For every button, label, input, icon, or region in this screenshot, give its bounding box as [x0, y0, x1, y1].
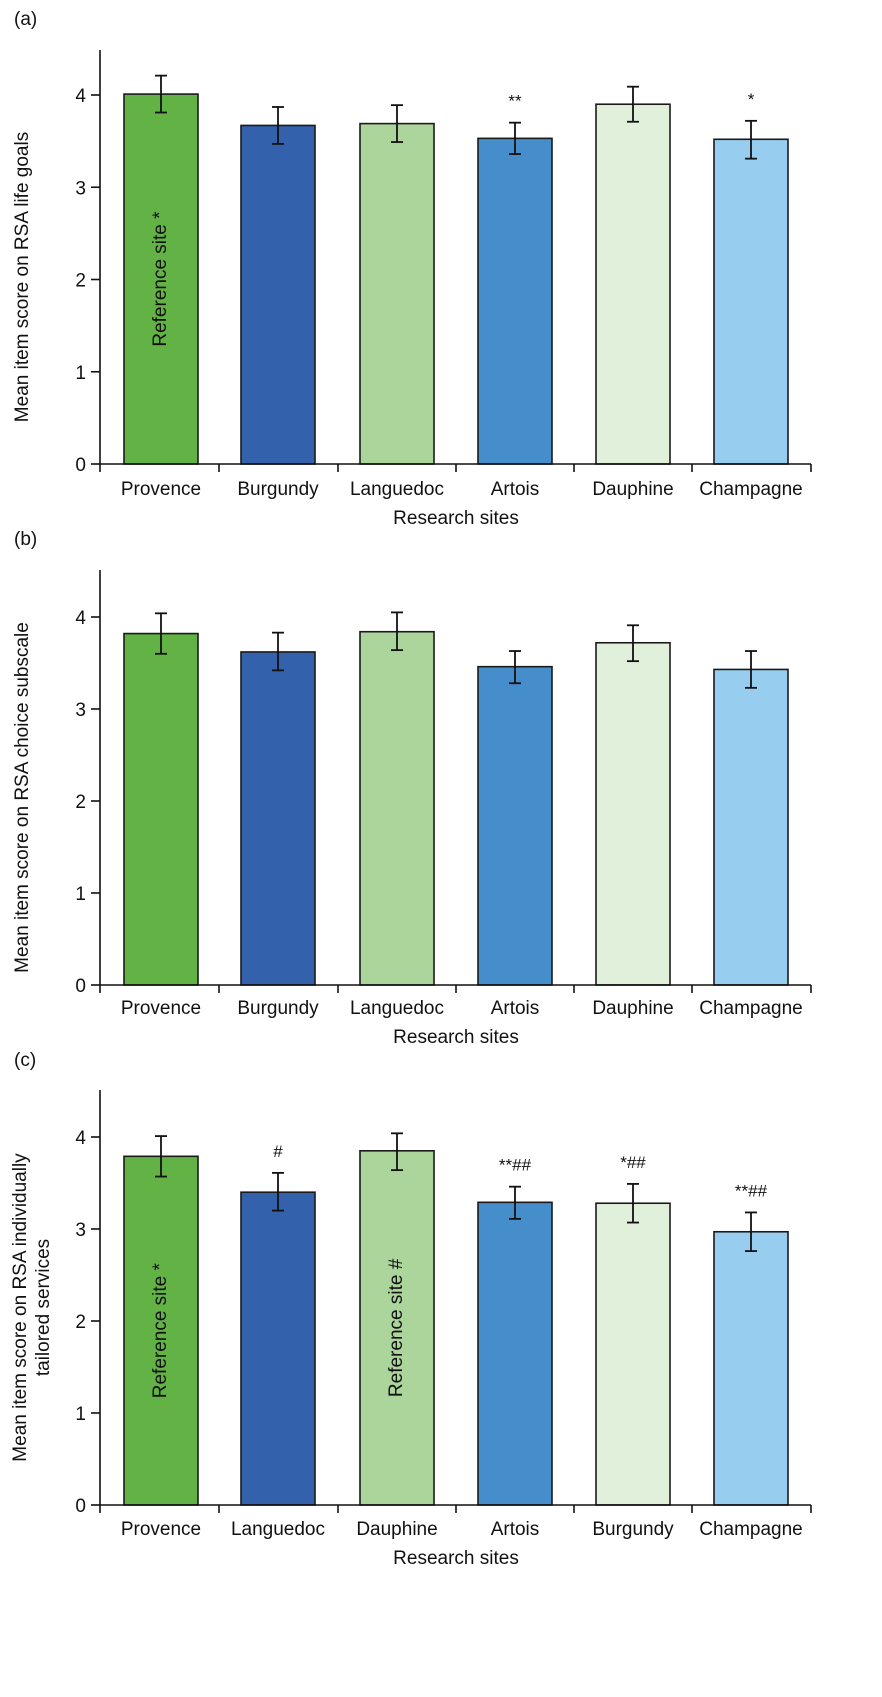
- chart-panel-c: (c) Reference site * Provence # Languedoc Ref…: [10, 1050, 812, 1569]
- bar-burgundy: [240, 124, 316, 465]
- y-tick-label: 0: [75, 976, 86, 997]
- y-axis-title: Mean item score on RSA choice subscale: [12, 622, 33, 973]
- error-bar: [155, 612, 167, 655]
- error-bar: [509, 1185, 521, 1220]
- panel-label: (c): [14, 1050, 36, 1071]
- error-bar: [627, 85, 639, 123]
- y-tick-label: 1: [75, 363, 86, 384]
- x-tick-label: Burgundy: [237, 479, 319, 500]
- panel-label: (a): [14, 9, 37, 30]
- bar-burgundy: [240, 651, 316, 986]
- x-tick-label: Artois: [491, 479, 540, 500]
- x-tick-label: Dauphine: [592, 998, 673, 1019]
- y-tick-label: 3: [75, 178, 86, 199]
- bar-provence: [123, 93, 199, 465]
- error-bar: [509, 121, 521, 155]
- x-tick-label: Champagne: [699, 479, 803, 500]
- bar-languedoc: [240, 1191, 316, 1506]
- bar-artois: [477, 137, 553, 465]
- bar-champagne: [713, 1230, 789, 1506]
- error-bar: [391, 1132, 403, 1172]
- y-axis-title: Mean item score on RSA life goals: [12, 132, 33, 422]
- y-tick-label: 0: [75, 455, 86, 476]
- y-tick-label: 4: [75, 608, 86, 629]
- y-tick-label: 1: [75, 884, 86, 905]
- bar-artois: [477, 665, 553, 986]
- bar-burgundy: [595, 1202, 671, 1506]
- error-bar: [745, 650, 757, 689]
- y-tick-label: 2: [75, 271, 86, 292]
- bar-dauphine: [359, 1150, 435, 1506]
- bar-dauphine: [595, 641, 671, 986]
- y-tick-label: 2: [75, 792, 86, 813]
- significance-label: **##: [735, 1181, 768, 1200]
- error-bar: [272, 1171, 284, 1212]
- x-tick-label: Dauphine: [356, 1519, 437, 1540]
- x-axis-title: Research sites: [393, 1548, 519, 1569]
- chart-panel-a: (a) Reference site * Provence Burgundy Langu…: [12, 9, 812, 529]
- y-tick-label: 3: [75, 1220, 86, 1241]
- bar-provence: [123, 632, 199, 986]
- bar-dauphine: [595, 103, 671, 465]
- error-bar: [509, 650, 521, 685]
- error-bar: [391, 104, 403, 143]
- x-tick-label: Provence: [121, 1519, 201, 1540]
- chart-panel-b: (b) Provence Burgundy Languedoc Artois Dauphi…: [12, 529, 812, 1048]
- panel-label: (b): [14, 529, 37, 550]
- x-tick-label: Languedoc: [350, 998, 444, 1019]
- error-bar: [155, 1135, 167, 1178]
- significance-label: **##: [499, 1156, 532, 1175]
- error-bar: [627, 1183, 639, 1224]
- x-tick-label: Languedoc: [231, 1519, 325, 1540]
- bar-champagne: [713, 668, 789, 986]
- x-axis-title: Research sites: [393, 508, 519, 529]
- error-bar: [391, 611, 403, 652]
- x-tick-label: Burgundy: [592, 1519, 674, 1540]
- y-tick-label: 1: [75, 1404, 86, 1425]
- y-axis-title: Mean item score on RSA individually: [10, 1153, 31, 1462]
- significance-label: *: [748, 90, 755, 109]
- significance-label: #: [273, 1142, 283, 1161]
- bar-languedoc: [359, 630, 435, 986]
- error-bar: [745, 119, 757, 160]
- bar-champagne: [713, 138, 789, 465]
- y-tick-label: 4: [75, 86, 86, 107]
- x-tick-label: Champagne: [699, 998, 803, 1019]
- error-bar: [272, 106, 284, 145]
- bar-artois: [477, 1201, 553, 1506]
- y-tick-label: 0: [75, 1496, 86, 1517]
- y-tick-label: 3: [75, 700, 86, 721]
- bar-languedoc: [359, 122, 435, 465]
- x-tick-label: Artois: [491, 1519, 540, 1540]
- x-tick-label: Languedoc: [350, 479, 444, 500]
- reference-site-label: Reference site *: [150, 211, 171, 347]
- error-bar: [745, 1211, 757, 1252]
- error-bar: [155, 74, 167, 114]
- x-tick-label: Provence: [121, 479, 201, 500]
- y-axis-title: tailored services: [33, 1239, 54, 1376]
- error-bar: [627, 624, 639, 663]
- x-tick-label: Provence: [121, 998, 201, 1019]
- x-tick-label: Burgundy: [237, 998, 319, 1019]
- reference-site-label: Reference site #: [386, 1258, 407, 1397]
- significance-label: **: [508, 92, 522, 111]
- x-tick-label: Artois: [491, 998, 540, 1019]
- y-tick-label: 2: [75, 1312, 86, 1333]
- significance-label: *##: [620, 1153, 646, 1172]
- reference-site-label: Reference site *: [150, 1262, 171, 1398]
- y-tick-label: 4: [75, 1128, 86, 1149]
- x-tick-label: Dauphine: [592, 479, 673, 500]
- x-tick-label: Champagne: [699, 1519, 803, 1540]
- error-bar: [272, 631, 284, 672]
- x-axis-title: Research sites: [393, 1027, 519, 1048]
